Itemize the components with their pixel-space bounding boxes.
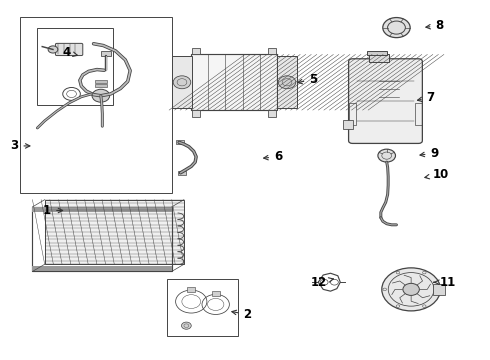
FancyBboxPatch shape xyxy=(348,59,422,143)
Bar xyxy=(187,287,195,292)
Bar xyxy=(45,200,184,264)
Bar xyxy=(95,84,107,87)
Circle shape xyxy=(181,322,191,329)
Circle shape xyxy=(383,18,410,38)
Text: 2: 2 xyxy=(232,308,251,321)
Text: 10: 10 xyxy=(425,168,448,181)
Bar xyxy=(192,48,200,54)
Bar xyxy=(32,207,172,271)
Circle shape xyxy=(403,283,419,296)
Circle shape xyxy=(378,149,395,162)
Bar xyxy=(433,284,445,295)
Bar xyxy=(277,56,297,108)
Text: 11: 11 xyxy=(434,276,456,289)
Text: 6: 6 xyxy=(264,150,282,163)
Bar xyxy=(37,28,113,105)
Bar xyxy=(95,80,107,83)
Bar xyxy=(367,51,387,55)
Bar xyxy=(175,140,184,144)
Bar xyxy=(32,207,172,212)
Bar xyxy=(20,17,172,193)
Bar xyxy=(348,103,356,125)
Bar xyxy=(268,48,276,54)
Bar xyxy=(268,110,276,117)
Circle shape xyxy=(48,46,58,53)
Bar xyxy=(167,279,238,336)
FancyBboxPatch shape xyxy=(55,43,83,55)
Text: 12: 12 xyxy=(311,276,333,289)
Circle shape xyxy=(278,76,296,89)
Bar xyxy=(415,103,422,125)
Bar xyxy=(192,110,200,117)
Bar xyxy=(101,51,111,56)
Bar xyxy=(212,291,220,296)
Text: 1: 1 xyxy=(43,204,63,217)
Text: 9: 9 xyxy=(420,147,439,159)
Bar xyxy=(32,266,172,271)
Text: 4: 4 xyxy=(63,46,77,59)
Circle shape xyxy=(92,89,110,102)
Bar xyxy=(172,56,192,108)
Bar xyxy=(369,54,389,62)
Circle shape xyxy=(173,76,191,89)
Bar xyxy=(177,171,186,175)
Text: 3: 3 xyxy=(10,139,30,152)
Bar xyxy=(191,54,277,110)
Text: 8: 8 xyxy=(426,19,443,32)
Bar xyxy=(343,120,353,129)
Text: 5: 5 xyxy=(298,73,318,86)
Circle shape xyxy=(382,268,441,311)
Text: 7: 7 xyxy=(417,91,435,104)
